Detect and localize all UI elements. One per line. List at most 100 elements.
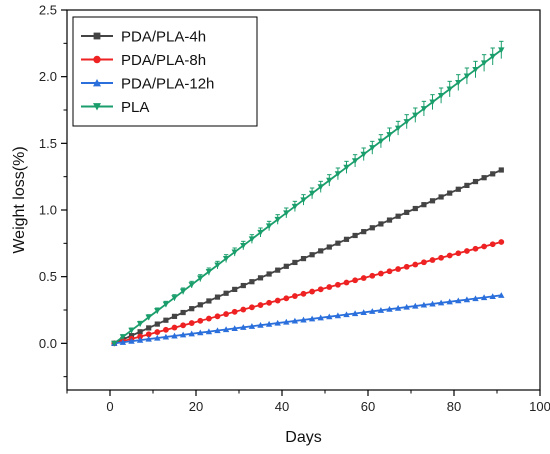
data-point [326,244,332,250]
data-point [326,284,333,290]
data-point [145,314,152,321]
data-point [360,151,367,158]
axes-layer: 0 20 40 60 80 100 0.0 0.5 1.0 1.5 2.0 2.5 [39,3,550,415]
data-point [240,282,246,289]
data-point [205,269,213,275]
data-point [361,229,367,235]
data-point [334,171,342,178]
series-pla [111,40,505,347]
data-point [214,327,221,334]
data-point [395,266,401,272]
data-point [403,263,410,270]
data-point [275,267,281,273]
x-tick-label: 80 [447,399,461,414]
plot-layer [111,40,505,347]
data-point [119,334,127,341]
data-point [489,293,496,299]
data-point [300,255,307,262]
data-point [437,93,445,99]
data-point [171,324,178,331]
data-point [489,241,496,248]
legend-label: PDA/PLA-8h [121,52,206,69]
data-point [472,178,479,185]
data-point [197,329,204,336]
data-point [119,339,127,345]
data-point [171,295,178,301]
data-point [421,259,427,266]
data-point [274,297,281,304]
data-point [171,313,178,319]
series-pda-pla-4h [111,167,504,346]
data-point [146,325,152,331]
data-point [223,290,229,296]
data-point [360,275,367,281]
data-point [464,248,470,254]
data-point [223,311,230,317]
data-point [265,223,273,230]
data-point [464,182,470,189]
data-point [214,294,221,300]
data-point [394,125,402,132]
data-point [265,320,273,327]
data-point [206,298,212,304]
data-point [369,225,375,231]
x-axis-title: Days [285,429,321,446]
data-point [404,209,410,215]
data-point [197,302,203,308]
data-point [111,340,118,347]
data-point [128,338,135,344]
data-point [179,288,187,295]
data-point [438,254,444,261]
x-tick-label: 40 [275,399,289,414]
data-point [429,257,436,263]
data-point [317,314,324,321]
series-line [114,241,502,345]
data-point [137,329,143,335]
data-point [257,229,264,236]
data-point [498,47,505,54]
data-point [163,326,169,333]
data-point [188,282,195,288]
data-point [309,252,315,258]
legend-marker [93,79,101,87]
y-tick-label: 1.0 [39,203,57,218]
data-point [334,312,342,319]
y-tick-label: 2.5 [39,3,57,18]
x-tick-label: 100 [529,399,550,414]
data-point [240,306,247,313]
data-point [248,323,256,329]
data-point [128,333,135,339]
data-point [283,295,290,302]
data-point [386,268,393,275]
data-point [420,301,428,308]
data-point [300,316,307,323]
data-point [386,306,393,312]
data-point [377,307,385,313]
data-point [179,331,187,338]
x-tick-label: 0 [106,399,113,414]
data-point [480,294,488,301]
data-point [455,186,461,192]
data-point [369,308,376,314]
data-point [231,308,238,315]
data-point [489,53,496,60]
data-point [463,296,471,303]
data-point [343,164,350,171]
data-point [317,286,324,293]
data-point [308,315,316,322]
data-point [188,320,195,326]
y-tick-label: 0.0 [39,336,57,351]
data-point [231,249,238,256]
data-point [472,66,479,73]
data-point [266,299,272,306]
data-point [171,332,178,339]
data-point [206,315,212,322]
y-axis-title: Weight loss(%) [11,146,28,253]
legend-item: PDA/PLA-4h [81,29,206,46]
data-point [447,190,453,196]
data-point [214,262,221,269]
data-point [352,277,358,284]
legend-item: PLA [81,99,149,116]
data-point [292,259,298,266]
